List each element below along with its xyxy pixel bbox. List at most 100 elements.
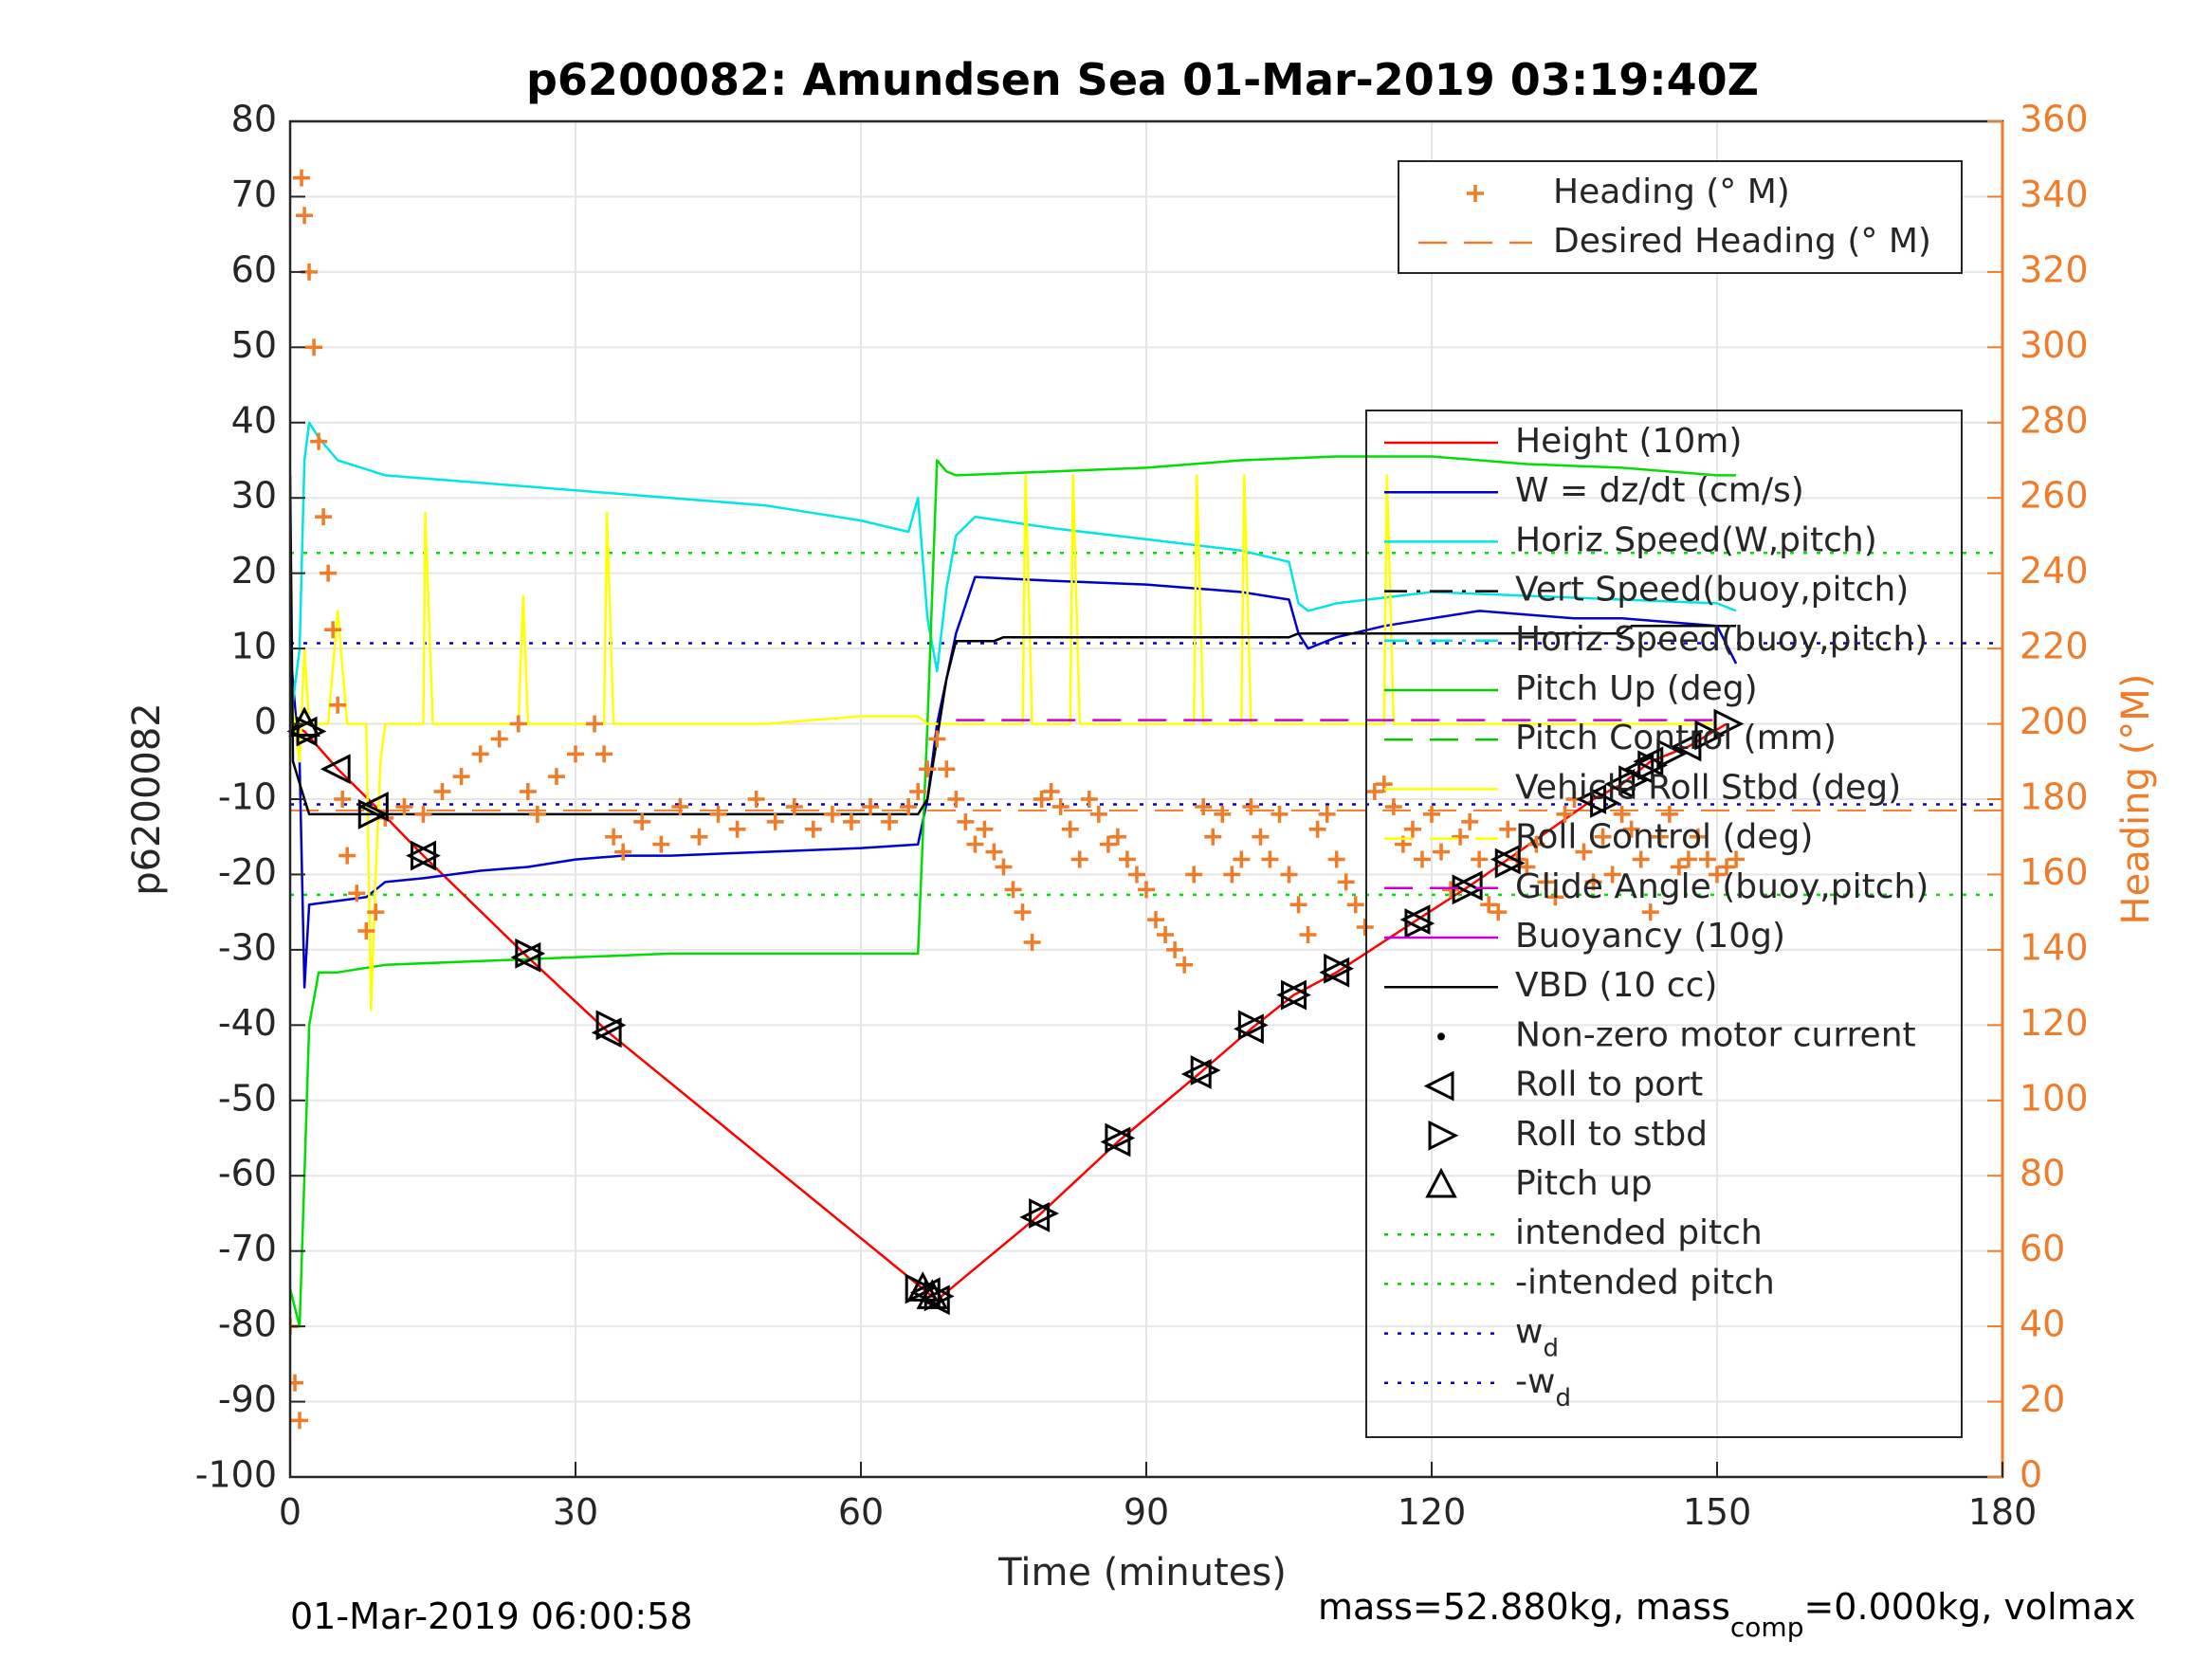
heading-point [1242, 797, 1260, 815]
x-tick-label: 90 [1124, 1491, 1169, 1533]
heading-point [357, 922, 375, 940]
roll-to-stbd-marker [1281, 979, 1311, 1011]
heading-point [1233, 850, 1251, 868]
heading-point [1337, 873, 1355, 891]
legend-top-label: Heading (° M) [1553, 173, 1790, 211]
heading-point [1318, 805, 1336, 823]
heading-point [633, 812, 651, 830]
heading-point [947, 791, 965, 808]
heading-point [1546, 888, 1564, 906]
heading-point [1499, 820, 1517, 838]
heading-point [1185, 866, 1203, 884]
right-tick-label: 220 [2020, 626, 2089, 667]
left-tick-label: -10 [218, 776, 277, 818]
right-tick-label: 320 [2020, 248, 2089, 290]
heading-point [1461, 812, 1479, 830]
roll-to-port-marker [357, 792, 389, 822]
x-tick-label: 120 [1398, 1491, 1467, 1533]
heading-point [528, 805, 546, 823]
roll-to-port-marker [591, 1017, 622, 1048]
heading-point [804, 820, 822, 838]
right-tick-label: 140 [2020, 926, 2089, 968]
heading-point [842, 812, 860, 830]
heading-point [1195, 797, 1213, 815]
roll-to-stbd-marker [296, 716, 327, 747]
legend-main-label: Roll Control (deg) [1515, 818, 1813, 857]
heading-point [919, 760, 937, 778]
roll-to-stbd-marker [1637, 750, 1669, 781]
pitch-up-marker [288, 706, 320, 738]
heading-point [976, 820, 994, 838]
heading-point [1660, 805, 1678, 823]
footer-mass-subscript: comp [1730, 1612, 1804, 1643]
heading-point [785, 797, 803, 815]
heading-point [1271, 805, 1289, 823]
right-tick-label: 280 [2020, 399, 2089, 441]
right-tick-label: 40 [2020, 1304, 2065, 1345]
left-tick-label: -70 [218, 1228, 277, 1269]
heading-point [1289, 896, 1307, 914]
left-tick-label: 80 [231, 99, 277, 140]
legend-main-label: Horiz Speed(W,pitch) [1515, 520, 1877, 559]
heading-point [1384, 797, 1402, 815]
heading-point [652, 835, 670, 853]
heading-point [1261, 850, 1279, 868]
legend-main-label-text: Roll to port [1515, 1066, 1703, 1104]
heading-point [1575, 843, 1593, 861]
heading-point [433, 783, 451, 801]
heading-point [1556, 805, 1574, 823]
legend-main-label-text: w [1515, 1313, 1543, 1352]
legend-main-swatch [1437, 1032, 1445, 1041]
reference-lines [290, 551, 2002, 897]
left-tick-label: -60 [218, 1153, 277, 1194]
chart-title: p6200082: Amundsen Sea 01-Mar-2019 03:19… [526, 54, 1759, 105]
legend-main-label-text: -intended pitch [1515, 1263, 1775, 1302]
heading-point [614, 843, 632, 861]
legend-main-label-text: VBD (10 cc) [1515, 966, 1717, 1005]
heading-point [1480, 896, 1498, 914]
legend-main-label-text: intended pitch [1515, 1213, 1763, 1252]
roll-to-stbd-marker [1237, 1010, 1269, 1041]
heading-point [1594, 828, 1612, 846]
left-tick-label: -20 [218, 851, 277, 893]
heading-point [414, 805, 432, 823]
right-tick-label: 20 [2020, 1378, 2065, 1420]
roll-to-stbd-marker [515, 938, 546, 969]
legend-main-swatch [1425, 1167, 1457, 1198]
heading-point [1061, 820, 1079, 838]
heading-point [595, 745, 613, 763]
heading-point [1442, 881, 1460, 899]
roll-to-port-marker [320, 754, 351, 785]
legend-main-label: wd [1515, 1313, 1559, 1363]
left-tick-label: 20 [231, 550, 277, 592]
left-tick-label: 0 [254, 701, 277, 742]
heading-point [1698, 850, 1716, 868]
left-tick-label: -100 [195, 1454, 277, 1496]
roll-to-port-marker [1633, 746, 1664, 777]
right-tick-label: 300 [2020, 324, 2089, 366]
heading-point [671, 797, 689, 815]
heading-point [1014, 903, 1032, 921]
heading-point [1252, 828, 1270, 846]
legend-top-label: Desired Heading (° M) [1553, 222, 1931, 261]
heading-point [367, 903, 385, 921]
legend-main-label-text: Non-zero motor current [1515, 1015, 1916, 1054]
left-tick-label: -90 [218, 1378, 277, 1420]
heading-point [1327, 850, 1345, 868]
heading-point [1452, 828, 1470, 846]
legend-main-label-subscript: d [1555, 1383, 1571, 1412]
heading-point [1223, 866, 1241, 884]
legend-main-label: Height (10m) [1515, 422, 1742, 461]
legend-main-label-text: Roll Control (deg) [1515, 818, 1813, 857]
legend-main-label: Buoyancy (10g) [1515, 917, 1785, 956]
heading-point [509, 715, 527, 733]
heading-point [1080, 791, 1098, 808]
heading-point [823, 805, 841, 823]
right-tick-label: 80 [2020, 1153, 2065, 1194]
left-tick-label: -30 [218, 926, 277, 968]
y-axis-label: p6200082 [125, 702, 169, 896]
left-tick-label: 50 [231, 324, 277, 366]
legend-main-label-text: W = dz/dt (cm/s) [1515, 471, 1804, 510]
roll-to-port-marker [1100, 1126, 1131, 1158]
heading-point [1166, 940, 1184, 958]
